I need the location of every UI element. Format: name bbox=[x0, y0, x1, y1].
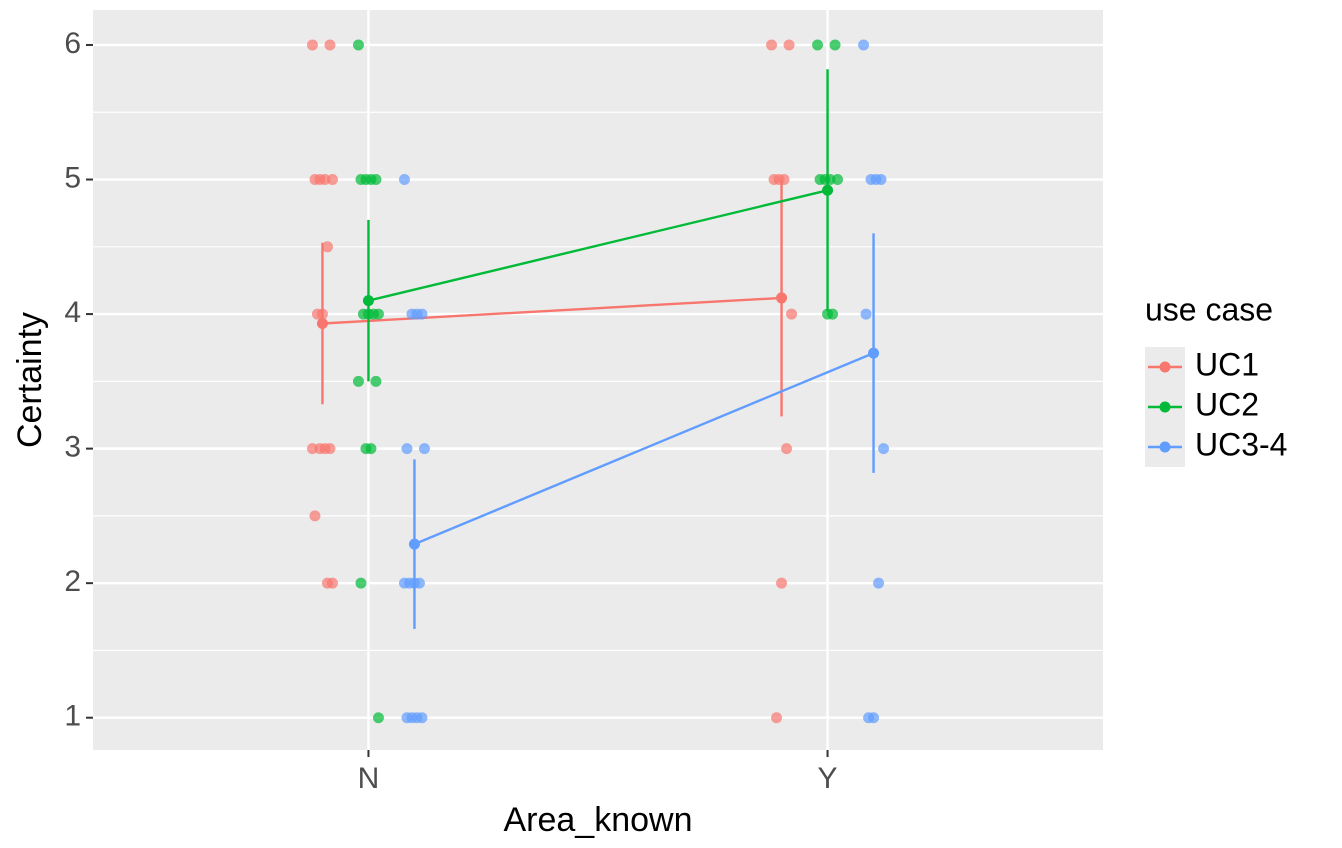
raw-point bbox=[812, 39, 824, 51]
mean-point bbox=[822, 184, 834, 196]
legend-dot bbox=[1159, 441, 1171, 453]
legend-label: UC3-4 bbox=[1195, 426, 1287, 462]
raw-point bbox=[860, 308, 872, 320]
y-tick-label: 5 bbox=[64, 161, 81, 194]
raw-point bbox=[372, 712, 384, 724]
legend-title: use case bbox=[1145, 291, 1273, 327]
x-tick-label: N bbox=[358, 762, 380, 795]
legend-label: UC2 bbox=[1195, 386, 1259, 422]
raw-point bbox=[771, 712, 783, 724]
raw-point bbox=[822, 308, 834, 320]
raw-point bbox=[370, 375, 382, 387]
y-axis-title: Certainty bbox=[11, 312, 49, 448]
raw-point bbox=[786, 308, 798, 320]
legend-label: UC1 bbox=[1195, 346, 1259, 382]
mean-point bbox=[868, 347, 880, 359]
mean-line bbox=[413, 351, 875, 546]
raw-point bbox=[398, 577, 410, 589]
raw-point bbox=[314, 443, 326, 455]
raw-point bbox=[878, 443, 890, 455]
raw-point bbox=[768, 174, 780, 186]
y-tick-label: 6 bbox=[64, 27, 81, 60]
raw-point bbox=[858, 39, 870, 51]
mean-point bbox=[362, 295, 374, 307]
panel bbox=[93, 10, 1103, 750]
raw-point bbox=[326, 174, 338, 186]
y-tick-label: 2 bbox=[64, 565, 81, 598]
raw-point bbox=[873, 577, 885, 589]
raw-point bbox=[309, 174, 321, 186]
raw-point bbox=[832, 174, 844, 186]
raw-point bbox=[781, 443, 793, 455]
x-axis-title: Area_known bbox=[503, 801, 692, 839]
raw-point bbox=[355, 174, 367, 186]
raw-point bbox=[355, 577, 367, 589]
raw-point bbox=[865, 174, 877, 186]
raw-point bbox=[352, 39, 364, 51]
raw-point bbox=[321, 577, 333, 589]
mean-point bbox=[776, 292, 788, 304]
raw-point bbox=[829, 39, 841, 51]
x-tick-label: Y bbox=[818, 762, 838, 795]
raw-point bbox=[863, 712, 875, 724]
legend-dot bbox=[1159, 361, 1171, 373]
raw-point bbox=[401, 443, 413, 455]
raw-point bbox=[357, 308, 369, 320]
y-tick-label: 4 bbox=[64, 296, 81, 329]
raw-point bbox=[766, 39, 778, 51]
raw-point bbox=[776, 577, 788, 589]
raw-point bbox=[311, 308, 323, 320]
raw-point bbox=[783, 39, 795, 51]
raw-point bbox=[321, 241, 333, 253]
raw-point bbox=[360, 443, 372, 455]
raw-point bbox=[324, 39, 336, 51]
y-tick-label: 3 bbox=[64, 431, 81, 464]
raw-point bbox=[406, 308, 418, 320]
y-tick-label: 1 bbox=[64, 700, 81, 733]
raw-point bbox=[814, 174, 826, 186]
raw-point bbox=[401, 712, 413, 724]
raw-point bbox=[306, 39, 318, 51]
raw-point bbox=[352, 375, 364, 387]
raw-point bbox=[418, 443, 430, 455]
mean-point bbox=[316, 317, 328, 329]
legend-dot bbox=[1159, 401, 1171, 413]
mean-point bbox=[408, 538, 420, 550]
mean-line bbox=[368, 189, 828, 302]
raw-point bbox=[398, 174, 410, 186]
raw-point bbox=[309, 510, 321, 522]
mean-line bbox=[322, 296, 782, 325]
